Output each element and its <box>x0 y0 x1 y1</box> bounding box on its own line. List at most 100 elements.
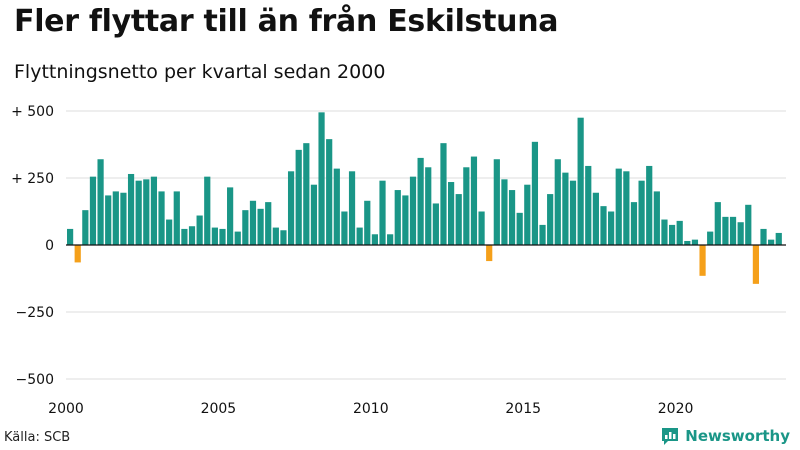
bar <box>486 245 493 262</box>
bar <box>668 224 676 245</box>
y-tick-label: + 250 <box>11 171 54 187</box>
bar <box>158 191 165 245</box>
bar <box>707 231 714 245</box>
bar <box>249 200 257 245</box>
bar <box>211 227 218 245</box>
bar <box>196 215 203 245</box>
bar <box>531 141 539 245</box>
bar <box>592 192 599 245</box>
x-tick-label: 2020 <box>658 401 694 417</box>
bar <box>295 149 302 245</box>
bar <box>364 200 371 245</box>
newsworthy-bubble-icon <box>662 428 679 445</box>
x-tick-label: 2015 <box>505 401 541 417</box>
y-tick-label: + 500 <box>11 104 54 120</box>
bar <box>768 239 775 245</box>
bar <box>97 159 104 245</box>
bar <box>661 219 668 245</box>
bar <box>371 234 378 245</box>
bar <box>417 157 424 245</box>
bar <box>646 165 653 245</box>
bar <box>280 230 287 245</box>
y-tick-label: 0 <box>45 238 54 254</box>
bar <box>432 203 439 245</box>
bar <box>105 195 112 245</box>
bar <box>166 219 173 245</box>
bar <box>516 212 523 245</box>
bar <box>600 206 607 245</box>
bar <box>257 208 264 245</box>
bar <box>234 231 241 245</box>
bar <box>547 194 554 245</box>
bar-chart: + 500 + 250 0 −250 −500 2000 2005 2010 2015 2020 <box>11 104 786 417</box>
chart-subtitle: Flyttningsnetto per kvartal sedan 2000 <box>14 61 386 83</box>
bar <box>653 191 660 245</box>
source-note: Källa: SCB <box>4 430 71 445</box>
bar <box>638 180 645 245</box>
x-tick-label: 2010 <box>353 401 389 417</box>
bar <box>425 167 432 245</box>
bar <box>501 179 508 245</box>
bar <box>569 180 577 245</box>
bar <box>630 202 638 245</box>
brand-logo: Newsworthy <box>660 426 790 446</box>
bar <box>478 211 485 245</box>
bar <box>699 245 706 276</box>
bar <box>272 227 279 245</box>
bar <box>608 211 615 245</box>
bar <box>227 187 234 245</box>
bar <box>463 167 470 245</box>
bar <box>265 202 272 245</box>
bar <box>326 139 333 245</box>
bar <box>493 159 500 245</box>
bar <box>356 227 363 245</box>
bar <box>729 216 737 245</box>
bar <box>112 191 119 245</box>
bar <box>82 210 89 245</box>
bar <box>242 210 249 245</box>
bar <box>623 171 630 245</box>
bar <box>150 176 158 245</box>
y-tick-label: −500 <box>16 372 54 388</box>
bar <box>173 191 180 245</box>
bar <box>394 190 401 245</box>
bar <box>387 234 394 245</box>
bar <box>181 228 188 245</box>
x-tick-label: 2005 <box>201 401 237 417</box>
bar <box>524 184 531 245</box>
bar <box>775 232 782 245</box>
bar <box>318 112 325 245</box>
bar <box>508 190 516 245</box>
bar <box>440 143 447 245</box>
bar <box>310 184 318 245</box>
bar <box>333 168 340 245</box>
bar <box>127 173 135 245</box>
bar <box>379 180 386 245</box>
bar <box>585 165 592 245</box>
bar <box>455 194 462 245</box>
bar <box>135 180 142 245</box>
brand-name: Newsworthy <box>685 427 790 445</box>
bar <box>745 204 752 245</box>
bar <box>737 222 744 245</box>
bar <box>204 176 211 245</box>
chart-title: Fler flyttar till än från Eskilstuna <box>14 4 559 39</box>
bar <box>219 228 226 245</box>
bar <box>402 195 409 245</box>
bar <box>577 117 584 245</box>
bar <box>722 216 729 245</box>
y-tick-label: −250 <box>16 305 54 321</box>
bar <box>303 143 310 245</box>
bar <box>554 159 561 245</box>
bar <box>287 171 295 245</box>
x-tick-label: 2000 <box>48 401 84 417</box>
bar <box>539 224 546 245</box>
bar <box>752 245 759 284</box>
bar <box>188 226 196 245</box>
bar <box>143 179 150 245</box>
bar <box>348 171 356 245</box>
bar <box>341 211 348 245</box>
bar <box>67 228 74 245</box>
bar <box>409 176 417 245</box>
bar <box>714 202 721 245</box>
